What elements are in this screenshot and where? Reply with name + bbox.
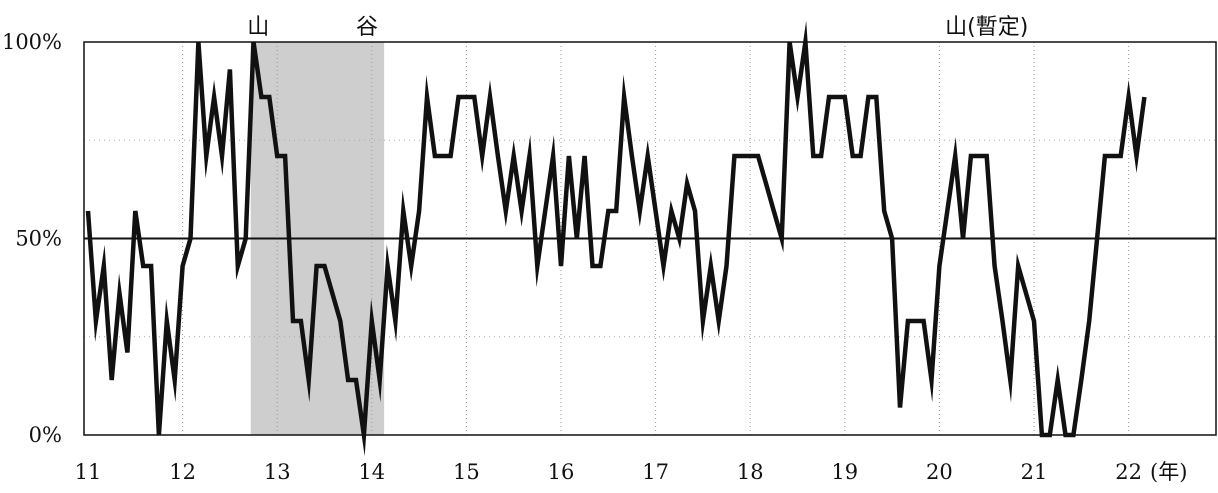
peak-trough-annotation: 山 [247,15,269,40]
y-tick-label: 0% [29,423,62,447]
y-tick-label: 100% [2,30,62,54]
x-tick-label: 17 [642,460,669,484]
x-tick-labels: 11 12 13 14 15 16 17 18 19 20 21 22 [75,460,1142,484]
x-tick-label: 14 [358,460,385,484]
x-tick-label: 18 [737,460,764,484]
peak-trough-annotation: 山(暫定) [945,15,1028,40]
series-line [85,20,1147,457]
x-tick-label: 12 [169,460,196,484]
x-tick-label: 20 [926,460,953,484]
y-tick-label: 50% [15,227,62,251]
x-tick-label: 16 [548,460,575,484]
y-tick-labels: 0% 50% 100% [2,30,62,447]
peak-trough-annotation: 谷 [356,15,378,40]
x-tick-label: 21 [1021,460,1048,484]
x-tick-label: 22 [1115,460,1142,484]
x-tick-label: 15 [453,460,480,484]
annotations: 山 谷 山(暫定) [247,15,1028,40]
x-tick-label: 19 [831,460,858,484]
x-axis-unit: (年) [1150,460,1187,484]
x-tick-label: 11 [75,460,102,484]
x-tick-label: 13 [264,460,291,484]
